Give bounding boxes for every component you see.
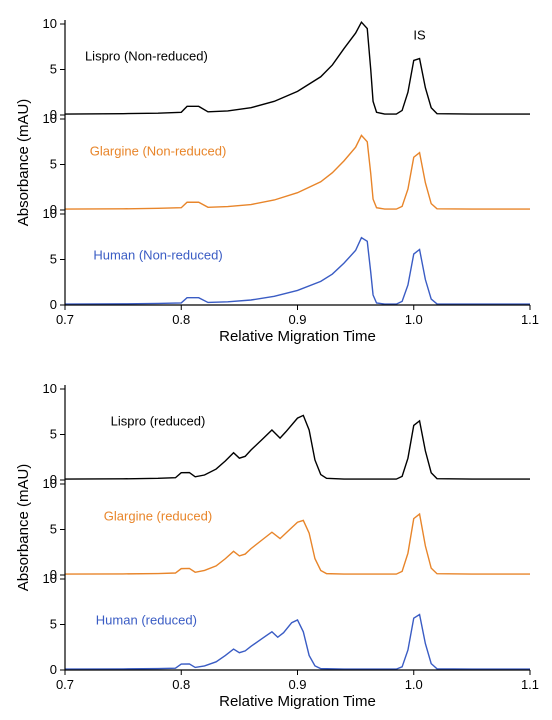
y-tick-label: 10 — [43, 571, 57, 586]
x-tick-label: 0.7 — [56, 677, 74, 692]
x-axis-label: Relative Migration Time — [219, 693, 376, 710]
x-tick-label: 1.1 — [521, 677, 539, 692]
chart-svg: Lispro (reduced)0510Glargine (reduced)05… — [10, 375, 542, 710]
x-tick-label: 1.0 — [405, 677, 423, 692]
y-tick-label: 10 — [43, 111, 57, 126]
y-tick-label: 0 — [50, 662, 57, 677]
x-tick-label: 0.7 — [56, 312, 74, 327]
chart-container: Lispro (Non-reduced) IS 0 5 10 Glargine (Non-… — [10, 10, 542, 710]
trace-label: Glargine (reduced) — [104, 508, 212, 523]
y-tick-label: 5 — [50, 617, 57, 632]
y-axis-label: Absorbance (mAU) — [15, 99, 32, 227]
y-tick-label: 10 — [43, 381, 57, 396]
trace-label: Lispro (reduced) — [111, 413, 206, 428]
trace-label: Human (Non-reduced) — [93, 248, 222, 263]
x-tick-label: 1.1 — [521, 312, 539, 327]
y-tick-label: 10 — [43, 476, 57, 491]
trace-label: Glargine (Non-reduced) — [90, 143, 227, 158]
trace-label: Human (reduced) — [96, 613, 197, 628]
x-tick-label: 0.8 — [172, 312, 190, 327]
y-tick-label: 5 — [50, 157, 57, 172]
y-tick-label: 5 — [50, 522, 57, 537]
y-tick-label: 0 — [50, 297, 57, 312]
x-tick-label: 0.8 — [172, 677, 190, 692]
electropherogram-panel-nonreduced: Lispro (Non-reduced) IS 0 5 10 Glargine (Non-… — [10, 10, 542, 345]
y-tick-label: 5 — [50, 62, 57, 77]
x-axis-label: Relative Migration Time — [219, 328, 376, 345]
trace-label: Lispro (Non-reduced) — [85, 48, 208, 63]
x-tick-label: 0.9 — [288, 312, 306, 327]
is-peak-label: IS — [413, 27, 426, 42]
y-tick-label: 10 — [43, 206, 57, 221]
y-tick-label: 5 — [50, 252, 57, 267]
y-axis-label: Absorbance (mAU) — [15, 464, 32, 592]
electropherogram-panel-reduced: Lispro (reduced)0510Glargine (reduced)05… — [10, 375, 542, 710]
x-tick-label: 0.9 — [288, 677, 306, 692]
trace-line — [65, 22, 530, 114]
y-tick-label: 5 — [50, 427, 57, 442]
y-tick-label: 10 — [43, 16, 57, 31]
x-tick-label: 1.0 — [405, 312, 423, 327]
chart-svg: Lispro (Non-reduced) IS 0 5 10 Glargine (Non-… — [10, 10, 542, 345]
